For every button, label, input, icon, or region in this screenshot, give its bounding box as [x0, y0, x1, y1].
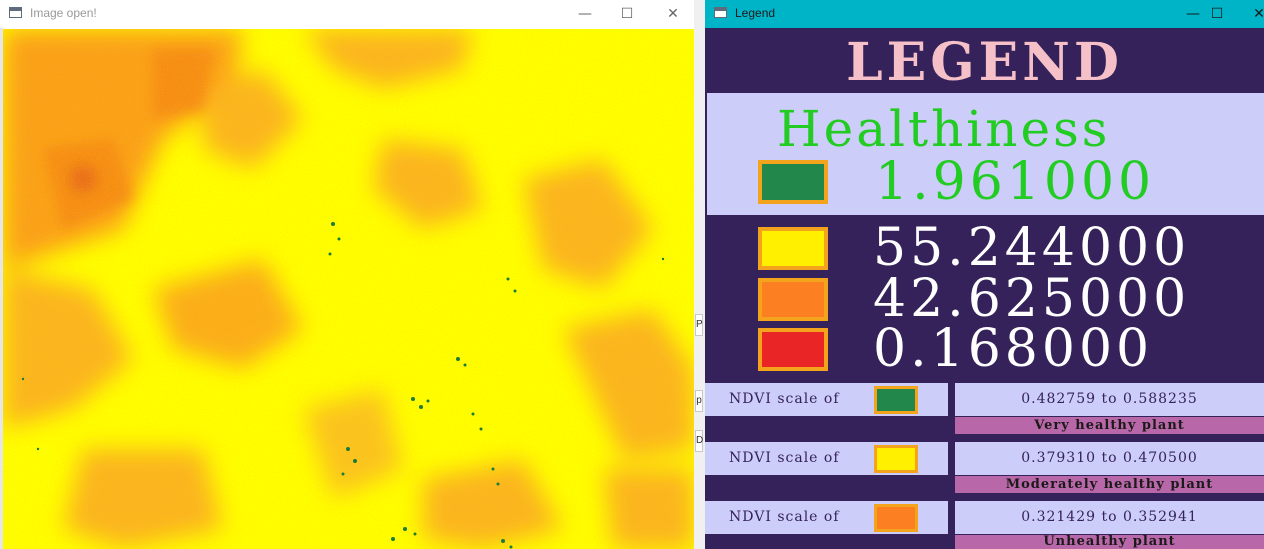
minimize-button[interactable]: —: [578, 6, 592, 22]
maximize-button[interactable]: ☐: [1210, 6, 1224, 22]
image-window-title: Image open!: [30, 6, 97, 20]
percent-value-orange: 42.625000: [873, 269, 1191, 329]
background-window-fragment: p: [695, 390, 703, 412]
background-window-fragment: P: [695, 314, 703, 336]
ndvi-scale-label-box: NDVI scale of: [705, 442, 948, 475]
healthiness-label: Healthiness: [777, 100, 1111, 158]
close-button[interactable]: ✕: [1253, 6, 1264, 22]
legend-heading: LEGEND: [846, 32, 1123, 93]
swatch-red: [758, 328, 828, 371]
legend-window-titlebar[interactable]: Legend — ☐ ✕: [705, 0, 1264, 28]
percent-value-green: 1.961000: [875, 152, 1156, 212]
swatch-green: [758, 160, 828, 204]
swatch-yellow: [758, 227, 828, 270]
ndvi-scale-label: NDVI scale of: [729, 450, 840, 466]
window-app-icon: [9, 7, 22, 18]
ndvi-range: 0.482759 to 0.588235: [955, 383, 1264, 416]
percent-value-yellow: 55.244000: [873, 218, 1191, 278]
background-window-strip: [694, 0, 705, 549]
swatch-orange: [758, 278, 828, 321]
ndvi-scale-label-box: NDVI scale of: [705, 383, 948, 416]
percent-value-red: 0.168000: [873, 319, 1154, 379]
ndvi-scale-label-box: NDVI scale of: [705, 501, 948, 534]
minimize-button[interactable]: —: [1186, 6, 1200, 22]
ndvi-image: [3, 29, 694, 549]
health-description: Moderately healthy plant: [955, 476, 1264, 493]
legend-window: Legend — ☐ ✕ LEGEND Healthiness 1.961000…: [705, 0, 1264, 549]
image-window-titlebar[interactable]: Image open! — ☐ ✕: [0, 0, 700, 28]
window-border: [0, 28, 3, 549]
ndvi-scale-label: NDVI scale of: [729, 391, 840, 407]
legend-window-title: Legend: [735, 6, 776, 20]
background-window-fragment: D: [695, 430, 703, 452]
ndvi-scale-label: NDVI scale of: [729, 509, 840, 525]
maximize-button[interactable]: ☐: [620, 6, 634, 22]
image-window: Image open! — ☐ ✕: [0, 0, 700, 549]
health-description: Unhealthy plant: [955, 535, 1264, 549]
ndvi-range: 0.379310 to 0.470500: [955, 442, 1264, 475]
ndvi-range: 0.321429 to 0.352941: [955, 501, 1264, 534]
close-button[interactable]: ✕: [667, 6, 679, 22]
healthiness-panel: Healthiness: [707, 93, 1264, 215]
window-app-icon: [714, 7, 727, 18]
scale-swatch-yellow: [874, 445, 918, 473]
scale-swatch-green: [874, 386, 918, 414]
scale-swatch-orange: [874, 504, 918, 532]
health-description: Very healthy plant: [955, 417, 1264, 434]
